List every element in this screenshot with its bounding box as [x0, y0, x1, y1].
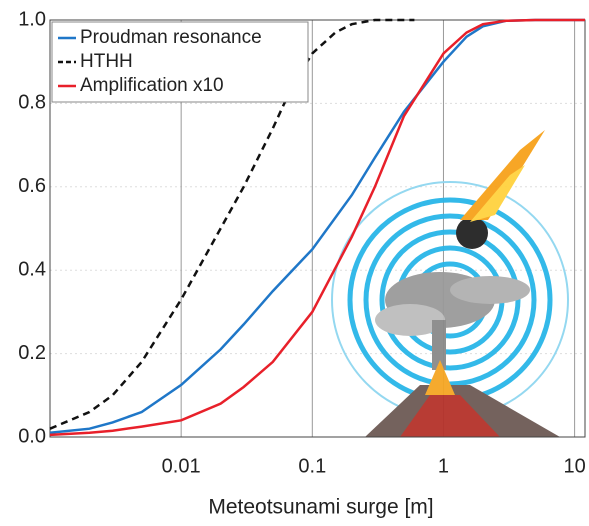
illustration: [331, 130, 569, 437]
y-tick-label: 1.0: [18, 8, 46, 30]
x-tick-label: 10: [563, 455, 585, 477]
x-axis-label: Meteotsunami surge [m]: [208, 496, 433, 519]
plot-frame: [49, 19, 586, 438]
legend-label: HTHH: [80, 51, 133, 72]
legend-box: [51, 21, 309, 103]
y-tick-label: 0.0: [18, 425, 46, 447]
legend-label: Proudman resonance: [80, 27, 262, 48]
x-tick-label: 1: [438, 455, 449, 477]
y-tick-label: 0.4: [18, 258, 46, 280]
y-tick-label: 0.6: [18, 175, 46, 197]
y-tick-label: 0.2: [18, 342, 46, 364]
x-tick-label: 0.1: [298, 455, 326, 477]
series-line: [49, 18, 585, 437]
legend-label: Amplification x10: [80, 75, 224, 96]
series-line: [49, 18, 585, 435]
x-tick-label: 0.01: [162, 455, 201, 477]
y-tick-label: 0.8: [18, 92, 46, 114]
series-line: [49, 18, 415, 430]
